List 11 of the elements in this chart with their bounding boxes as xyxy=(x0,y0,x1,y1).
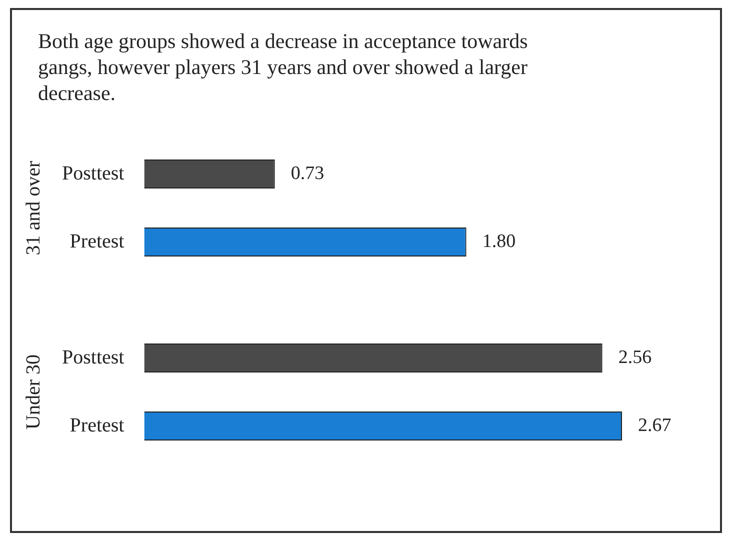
y-tick-label: Pretest xyxy=(70,414,125,436)
data-label: 0.73 xyxy=(290,162,324,184)
y-axis-title: Under 30 xyxy=(22,354,44,430)
y-tick-label: Pretest xyxy=(70,230,125,252)
data-label: 1.80 xyxy=(482,230,516,252)
data-label: 2.67 xyxy=(638,414,672,436)
chart-title: Both age groups showed a decrease in acceptance towards gangs, however players 31 years and over showed a larger decrease. xyxy=(38,28,529,106)
y-axis-title: 31 and over xyxy=(22,160,44,256)
data-label: 2.56 xyxy=(618,346,652,368)
y-tick-label: Posttest xyxy=(62,346,125,368)
y-tick-label: Posttest xyxy=(62,162,125,184)
